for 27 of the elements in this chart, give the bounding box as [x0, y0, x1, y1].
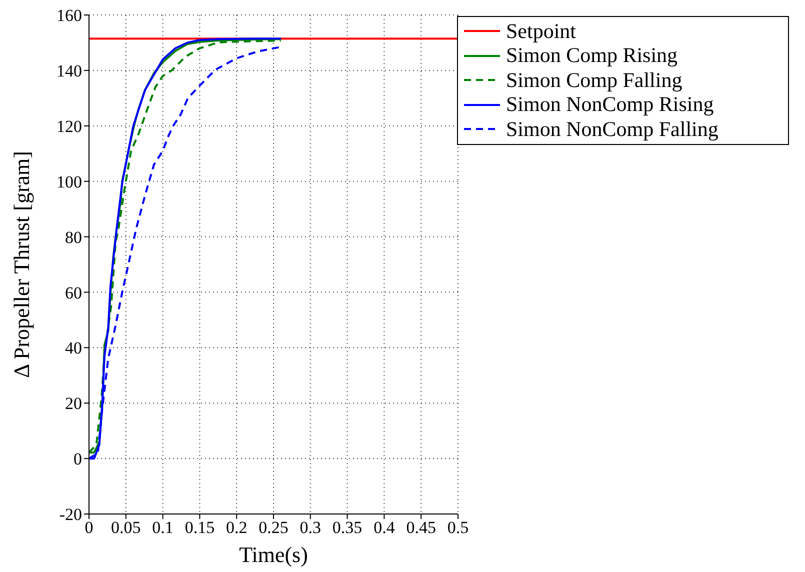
legend-label: Simon Comp Rising	[506, 43, 678, 68]
x-tick-label: 0.1	[152, 518, 174, 538]
x-tick-label: 0.25	[258, 518, 288, 538]
x-tick-label: 0.5	[447, 518, 469, 538]
legend-label: Setpoint	[506, 18, 576, 44]
x-axis-title: Time(s)	[239, 542, 308, 567]
legend-label: Simon NonComp Rising	[506, 92, 714, 118]
y-tick-label: 120	[56, 116, 82, 136]
y-tick-label: 40	[65, 338, 82, 358]
legend-label: Simon Comp Falling	[506, 68, 682, 93]
legend-label: Simon NonComp Falling	[506, 116, 718, 142]
x-tick-label: 0.15	[184, 518, 215, 538]
x-tick-label: 0.3	[300, 518, 322, 538]
x-tick-label: 0.2	[226, 518, 248, 538]
y-tick-label: 80	[65, 228, 82, 247]
y-axis-title: Δ Propeller Thrust [gram]	[8, 151, 34, 378]
x-tick-label: 0.05	[111, 518, 141, 538]
y-tick-label: 100	[56, 172, 82, 192]
x-tick-label: 0.35	[332, 518, 362, 538]
y-tick-label: 60	[65, 283, 82, 302]
y-tick-label: 20	[65, 394, 82, 414]
x-tick-label: 0.4	[374, 518, 396, 538]
y-tick-label: 160	[56, 6, 82, 26]
y-tick-label: 0	[74, 450, 82, 469]
y-tick-label: -20	[59, 505, 82, 524]
y-tick-label: 140	[56, 61, 82, 80]
x-tick-label: 0.45	[406, 518, 436, 538]
